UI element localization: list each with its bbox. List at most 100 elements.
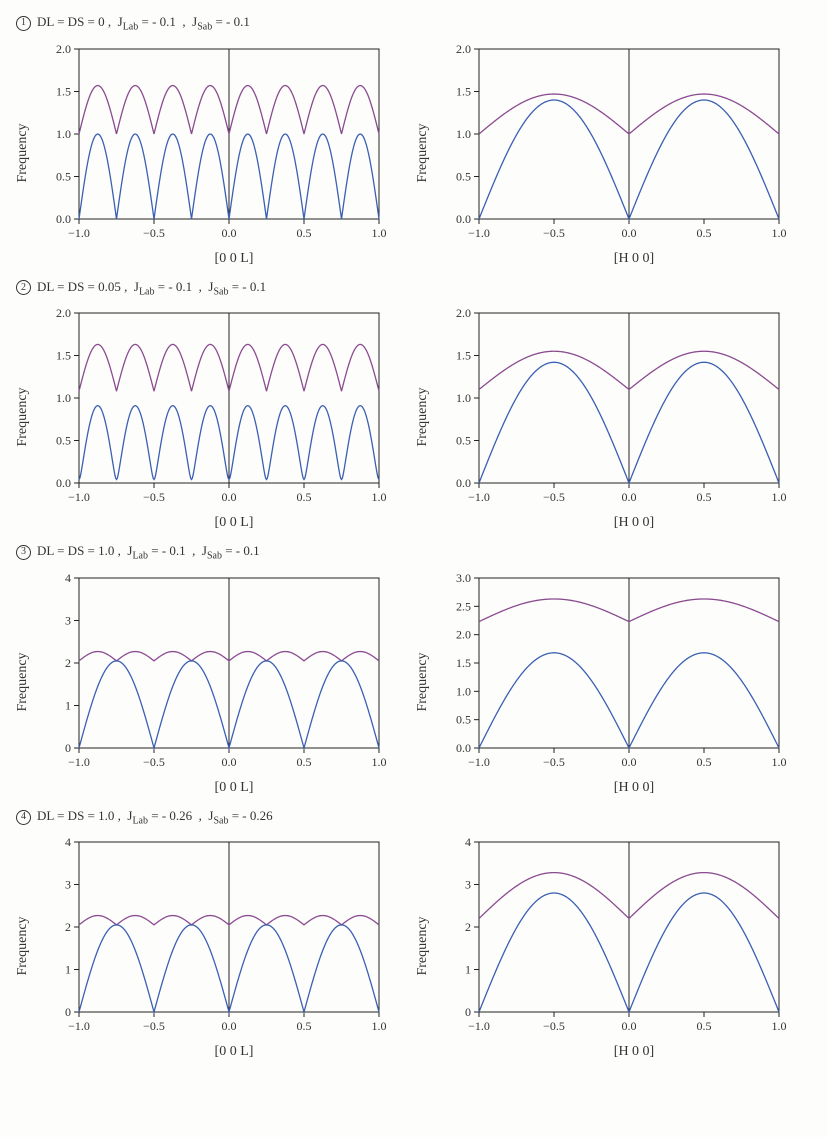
svg-text:1: 1	[65, 698, 71, 712]
svg-text:2.0: 2.0	[456, 627, 471, 641]
chart-svg: −1.0−0.50.00.51.00.00.51.01.52.0	[29, 39, 389, 249]
svg-text:1.5: 1.5	[456, 349, 471, 363]
svg-text:0.5: 0.5	[697, 1019, 712, 1033]
svg-text:−1.0: −1.0	[468, 755, 490, 769]
svg-text:−0.5: −0.5	[143, 755, 165, 769]
chart-svg: −1.0−0.50.00.51.001234	[29, 568, 389, 778]
row-title: 3DL = DS = 1.0 , JLab = - 0.1 , JSab = -…	[6, 537, 821, 568]
svg-text:2.0: 2.0	[56, 306, 71, 320]
svg-text:0.0: 0.0	[56, 476, 71, 490]
svg-text:0.0: 0.0	[622, 755, 637, 769]
panel-pair: −1.0 −0.5 0.0 0.5 1.0 0.0 0.5 1.0 1.5 2.0 Frequenc…	[6, 303, 821, 531]
y-axis-label: Frequency	[15, 917, 31, 976]
row-title-text: DL = DS = 0 , JLab = - 0.1 , JSab = - 0.…	[37, 14, 250, 33]
svg-text:1.0: 1.0	[772, 755, 787, 769]
svg-text:1: 1	[465, 963, 471, 977]
svg-text:1.5: 1.5	[456, 84, 471, 98]
row-number-icon: 1	[16, 16, 31, 31]
svg-text:1.0: 1.0	[56, 391, 71, 405]
y-axis-label: Frequency	[415, 652, 431, 711]
x-axis-label: [0 0 L]	[29, 515, 389, 531]
svg-text:1.0: 1.0	[772, 1019, 787, 1033]
svg-text:0: 0	[65, 741, 71, 755]
svg-text:0.5: 0.5	[297, 226, 312, 240]
svg-text:1: 1	[65, 963, 71, 977]
svg-text:−1.0: −1.0	[468, 1019, 490, 1033]
chart-panel: −1.0−0.50.00.51.00.00.51.01.52.0Frequenc…	[429, 303, 789, 531]
panel-pair: −1.0−0.50.00.51.001234Frequency[0 0 L]−1…	[6, 568, 821, 796]
svg-text:3: 3	[465, 878, 471, 892]
row-block: 2DL = DS = 0.05 , JLab = - 0.1 , JSab = …	[6, 273, 821, 532]
svg-text:1.5: 1.5	[56, 84, 71, 98]
row-title: 2DL = DS = 0.05 , JLab = - 0.1 , JSab = …	[6, 273, 821, 304]
chart-panel: −1.0−0.50.00.51.00.00.51.01.52.0Frequenc…	[429, 39, 789, 267]
svg-text:1.0: 1.0	[56, 127, 71, 141]
svg-text:0.5: 0.5	[456, 434, 471, 448]
svg-text:−0.5: −0.5	[543, 226, 565, 240]
y-axis-label: Frequency	[415, 123, 431, 182]
dispersion-figure: 1 DL = DS = 0 , JLab = - 0.1 , JSab = - 0…	[6, 8, 821, 1060]
svg-text:2.0: 2.0	[56, 42, 71, 56]
svg-text:0.0: 0.0	[222, 1019, 237, 1033]
svg-text:0.5: 0.5	[56, 169, 71, 183]
y-axis-label: Frequency	[15, 123, 31, 182]
y-axis-label: Frequency	[415, 388, 431, 447]
svg-text:−1.0: −1.0	[68, 1019, 90, 1033]
svg-text:0.5: 0.5	[456, 169, 471, 183]
svg-text:0.5: 0.5	[697, 226, 712, 240]
svg-text:0.0: 0.0	[622, 490, 637, 504]
y-axis-label: Frequency	[415, 917, 431, 976]
chart-panel: −1.0−0.50.00.51.00.00.51.01.52.02.53.0Fr…	[429, 568, 789, 796]
chart-panel: −1.0−0.50.00.51.00.00.51.01.52.0Frequenc…	[29, 39, 389, 267]
svg-text:0.5: 0.5	[297, 755, 312, 769]
x-axis-label: [H 0 0]	[429, 251, 789, 267]
chart-svg: −1.0−0.50.00.51.00.00.51.01.52.02.53.0	[429, 568, 789, 778]
x-axis-label: [0 0 L]	[29, 251, 389, 267]
svg-text:1.0: 1.0	[456, 391, 471, 405]
chart-panel: −1.0−0.50.00.51.001234Frequency[0 0 L]	[29, 832, 389, 1060]
chart-panel: −1.0−0.50.00.51.001234Frequency[H 0 0]	[429, 832, 789, 1060]
svg-text:2: 2	[65, 920, 71, 934]
x-axis-label: [0 0 L]	[29, 1044, 389, 1060]
chart-svg: −1.0−0.50.00.51.00.00.51.01.52.0	[429, 39, 789, 249]
svg-text:3.0: 3.0	[456, 571, 471, 585]
svg-text:−0.5: −0.5	[543, 755, 565, 769]
svg-text:0.0: 0.0	[622, 1019, 637, 1033]
svg-text:4: 4	[65, 835, 71, 849]
svg-text:1.0: 1.0	[772, 490, 787, 504]
x-axis-label: [H 0 0]	[429, 780, 789, 796]
svg-text:−1.0: −1.0	[468, 490, 490, 504]
svg-text:1.0: 1.0	[456, 127, 471, 141]
panel-pair: −1.0 −0.5 0.0 0.5 1.0 0.0 0.5 1.0 1.5 2.0 Frequenc…	[6, 39, 821, 267]
svg-text:1.5: 1.5	[56, 349, 71, 363]
svg-text:0.0: 0.0	[456, 476, 471, 490]
svg-text:0.0: 0.0	[222, 226, 237, 240]
chart-panel: −1.0−0.50.00.51.001234Frequency[0 0 L]	[29, 568, 389, 796]
x-axis-label: [0 0 L]	[29, 780, 389, 796]
svg-text:1.0: 1.0	[456, 684, 471, 698]
svg-text:0.5: 0.5	[456, 712, 471, 726]
row-title-text: DL = DS = 0.05 , JLab = - 0.1 , JSab = -…	[37, 279, 266, 298]
row-title: 4DL = DS = 1.0 , JLab = - 0.26 , JSab = …	[6, 802, 821, 833]
svg-text:−1.0: −1.0	[468, 226, 490, 240]
chart-panel: −1.0−0.50.00.51.00.00.51.01.52.0Frequenc…	[29, 303, 389, 531]
svg-text:0.0: 0.0	[56, 212, 71, 226]
svg-text:0.5: 0.5	[697, 490, 712, 504]
svg-text:0.5: 0.5	[297, 490, 312, 504]
svg-text:0.5: 0.5	[56, 434, 71, 448]
svg-text:−0.5: −0.5	[143, 226, 165, 240]
svg-text:4: 4	[465, 835, 471, 849]
row-block: 4DL = DS = 1.0 , JLab = - 0.26 , JSab = …	[6, 802, 821, 1061]
svg-text:−0.5: −0.5	[543, 490, 565, 504]
x-axis-label: [H 0 0]	[429, 515, 789, 531]
svg-text:0.0: 0.0	[622, 226, 637, 240]
svg-text:3: 3	[65, 878, 71, 892]
row-block: 3DL = DS = 1.0 , JLab = - 0.1 , JSab = -…	[6, 537, 821, 796]
y-axis-label: Frequency	[15, 388, 31, 447]
svg-text:0.0: 0.0	[222, 490, 237, 504]
svg-text:0: 0	[65, 1005, 71, 1019]
chart-svg: −1.0−0.50.00.51.00.00.51.01.52.0	[429, 303, 789, 513]
svg-text:0.0: 0.0	[456, 212, 471, 226]
row-title: 1 DL = DS = 0 , JLab = - 0.1 , JSab = - 0…	[6, 8, 821, 39]
row-block: 1 DL = DS = 0 , JLab = - 0.1 , JSab = - 0…	[6, 8, 821, 267]
